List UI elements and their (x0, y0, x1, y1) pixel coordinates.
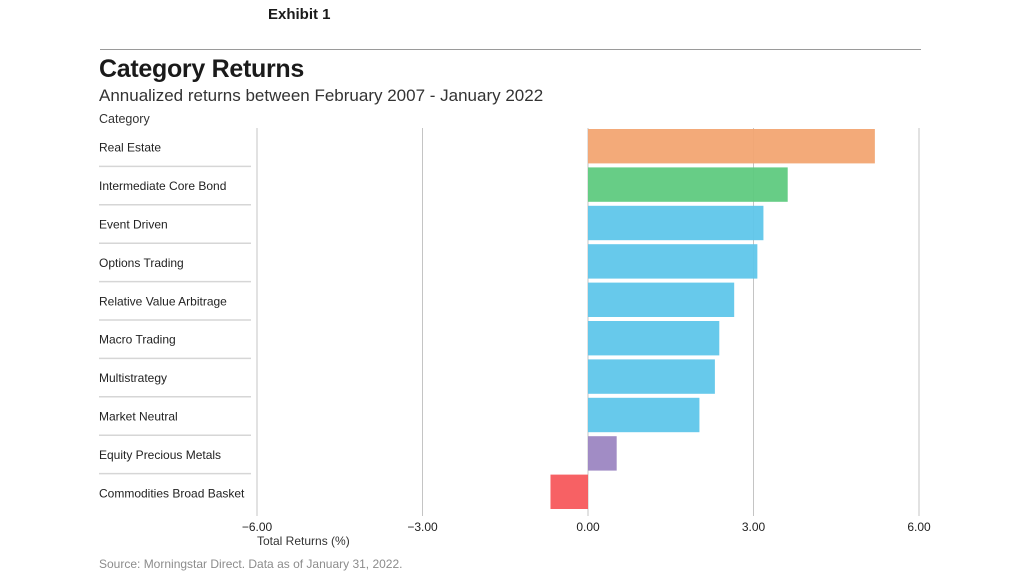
category-label: Options Trading (99, 256, 184, 270)
category-labels: Real Estate Intermediate Core Bond Event D… (99, 141, 245, 501)
category-label: Market Neutral (99, 410, 178, 424)
bar-event-driven (588, 205, 764, 241)
x-tick-label: 0.00 (576, 520, 600, 534)
bar-market-neutral (588, 397, 700, 433)
category-column-header: Category (99, 112, 150, 126)
top-divider (100, 49, 921, 50)
x-axis-label: Total Returns (%) (257, 534, 350, 548)
bar-multistrategy (588, 359, 715, 394)
category-label: Commodities Broad Basket (99, 486, 245, 500)
category-label: Macro Trading (99, 333, 176, 347)
bar-commodities-broad-basket (550, 474, 588, 509)
category-label: Multistrategy (99, 371, 167, 385)
bar-equity-precious-metals (588, 436, 617, 471)
bar-intermediate-core-bond (588, 167, 788, 202)
category-label: Event Driven (99, 218, 168, 232)
category-label: Relative Value Arbitrage (99, 294, 227, 308)
category-label: Real Estate (99, 141, 161, 155)
x-tick-label: 3.00 (742, 520, 766, 534)
bar-options-trading (588, 244, 758, 279)
x-tick-label: −3.00 (407, 520, 438, 534)
x-tick-labels: −6.00 −3.00 0.00 3.00 6.00 (242, 520, 931, 534)
bar-relative-value-arbitrage (588, 282, 735, 317)
x-tick-label: 6.00 (907, 520, 931, 534)
chart-subtitle: Annualized returns between February 2007… (99, 86, 544, 105)
bar-macro-trading (588, 321, 720, 356)
category-label: Intermediate Core Bond (99, 179, 226, 193)
x-tick-label: −6.00 (242, 520, 273, 534)
source-note: Source: Morningstar Direct. Data as of J… (99, 557, 403, 571)
category-label: Equity Precious Metals (99, 448, 221, 462)
chart-title: Category Returns (99, 55, 304, 83)
exhibit-label: Exhibit 1 (268, 6, 331, 23)
bar-real-estate (588, 129, 875, 164)
row-separators (99, 165, 251, 475)
bars (550, 129, 875, 509)
